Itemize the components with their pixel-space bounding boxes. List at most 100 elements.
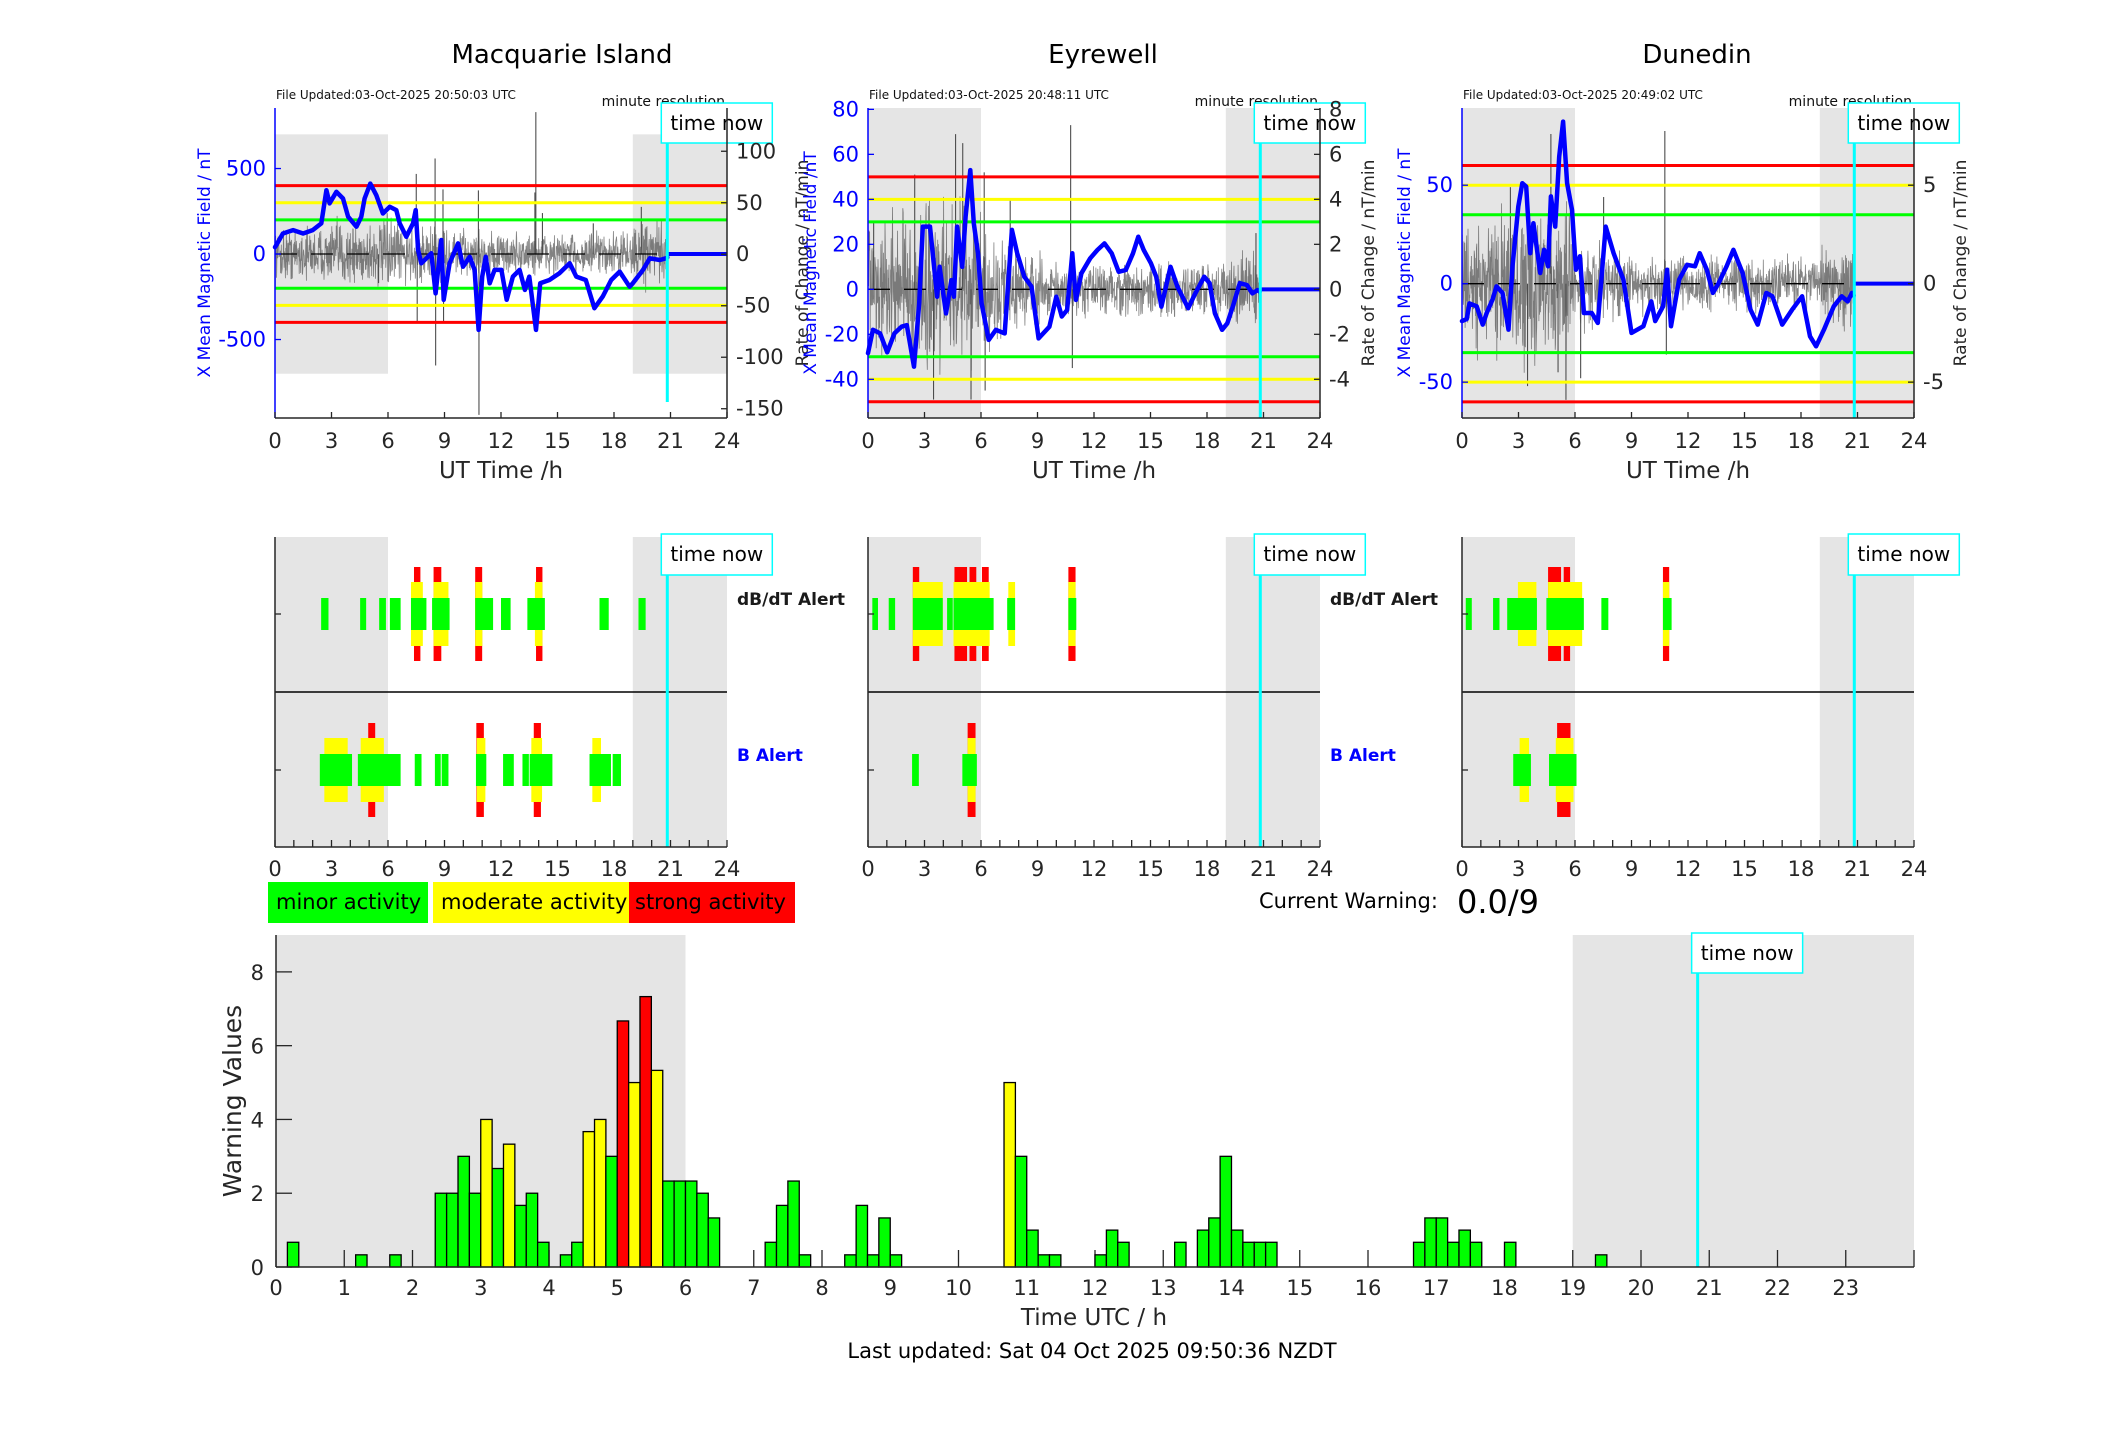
alert-bar-green bbox=[1007, 598, 1016, 630]
warning-bar bbox=[1412, 1241, 1426, 1268]
x-tick-label: 6 bbox=[679, 1276, 692, 1300]
station-title: Macquarie Island bbox=[451, 40, 672, 70]
alert-bar-green bbox=[357, 754, 401, 786]
x-tick-label: 6 bbox=[974, 429, 987, 453]
file-updated-text: File Updated:03-Oct-2025 20:48:11 UTC bbox=[869, 88, 1109, 102]
left-y-tick-label: 40 bbox=[832, 187, 859, 211]
alert-bar-green bbox=[529, 754, 553, 786]
alert-bar-green bbox=[1662, 598, 1672, 630]
dbdt-alert-label: dB/dT Alert bbox=[737, 590, 845, 610]
warning-bar bbox=[389, 1254, 402, 1268]
warning-bar bbox=[707, 1217, 721, 1268]
night-shading bbox=[1572, 935, 1914, 1267]
x-tick-label: 19 bbox=[1559, 1276, 1586, 1300]
x-tick-label: 15 bbox=[1286, 1276, 1313, 1300]
warning-bar bbox=[1173, 1241, 1187, 1268]
x-tick-label: 21 bbox=[1250, 857, 1277, 881]
x-tick-label: 6 bbox=[381, 429, 394, 453]
x-tick-label: 21 bbox=[657, 429, 684, 453]
right-y-tick-label: -100 bbox=[736, 345, 784, 369]
x-tick-label: 10 bbox=[945, 1276, 972, 1300]
warning-bar bbox=[559, 1254, 573, 1268]
warning-bar bbox=[514, 1204, 527, 1268]
rate-of-change-trace bbox=[867, 196, 1261, 375]
alert-bar-green bbox=[962, 754, 977, 786]
time-now-box bbox=[1847, 102, 1961, 144]
x-tick-label: 3 bbox=[325, 429, 338, 453]
warning-bar bbox=[662, 1180, 675, 1268]
left-y-tick-label: -20 bbox=[825, 322, 859, 346]
dbdt-alert-label: dB/dT Alert bbox=[1330, 590, 1438, 610]
x-tick-label: 6 bbox=[974, 857, 987, 881]
alert-bar-green bbox=[527, 598, 545, 630]
x-tick-label: 0 bbox=[268, 429, 281, 453]
warning-bar bbox=[684, 1180, 698, 1268]
x-tick-label: 18 bbox=[1491, 1276, 1518, 1300]
time-now-box bbox=[1253, 533, 1367, 576]
b-alert-label: B Alert bbox=[737, 746, 803, 766]
x-tick-label: 3 bbox=[325, 857, 338, 881]
right-y-tick-label: -5 bbox=[1923, 370, 1944, 394]
x-tick-label: 9 bbox=[438, 857, 451, 881]
warning-bar bbox=[844, 1254, 857, 1268]
x-tick-label: 22 bbox=[1764, 1276, 1791, 1300]
y-tick-label: 4 bbox=[251, 1108, 264, 1132]
alert-bar-green bbox=[1465, 598, 1472, 630]
warning-bar bbox=[1037, 1254, 1051, 1268]
warning-bar bbox=[1458, 1229, 1472, 1268]
warning-chart-text: Warning Values Time UTC / h Last updated… bbox=[218, 1005, 1337, 1363]
alert-bar-green bbox=[1513, 754, 1531, 786]
x-tick-label: 3 bbox=[918, 429, 931, 453]
current-warning-label: Current Warning: bbox=[1259, 889, 1438, 913]
x-tick-label: 15 bbox=[1731, 429, 1758, 453]
x-tick-label: 20 bbox=[1628, 1276, 1655, 1300]
right-y-tick-label: 4 bbox=[1329, 187, 1342, 211]
time-now-label: time now bbox=[670, 111, 763, 135]
legend-label-moderate: moderate activity bbox=[441, 890, 627, 914]
warning-bar bbox=[1105, 1229, 1119, 1268]
warning-bar bbox=[798, 1254, 812, 1268]
x-tick-label: 6 bbox=[381, 857, 394, 881]
alert-bar-green bbox=[638, 598, 646, 630]
warning-bar bbox=[1196, 1229, 1210, 1268]
right-y-tick-label: 6 bbox=[1329, 142, 1342, 166]
alert-bar-green bbox=[501, 598, 511, 630]
warning-bar bbox=[1469, 1241, 1483, 1268]
x-tick-label: 15 bbox=[544, 429, 571, 453]
file-updated-text: File Updated:03-Oct-2025 20:49:02 UTC bbox=[1463, 88, 1703, 102]
right-y-tick-label: 0 bbox=[1329, 277, 1342, 301]
alert-bar-green bbox=[475, 754, 487, 786]
legend-swatch-strong bbox=[629, 882, 795, 923]
warning-bar bbox=[787, 1180, 800, 1268]
time-now-label: time now bbox=[670, 542, 763, 566]
alert-bar-green bbox=[888, 598, 896, 630]
alert-bar-green bbox=[321, 598, 329, 630]
warning-bar bbox=[1014, 1155, 1028, 1268]
alert-bar-green bbox=[410, 598, 427, 630]
warning-bar bbox=[434, 1192, 448, 1268]
warning-bar bbox=[468, 1192, 482, 1268]
x-tick-label: 3 bbox=[474, 1276, 487, 1300]
legend-label-minor: minor activity bbox=[276, 890, 421, 914]
x-tick-label: 0 bbox=[268, 857, 281, 881]
alert-bar-green bbox=[434, 754, 441, 786]
alert-bar-green bbox=[872, 598, 878, 630]
warning-bar bbox=[627, 1081, 641, 1268]
warning-bar bbox=[1435, 1217, 1449, 1268]
alert-bar-green bbox=[475, 598, 494, 630]
time-now-box bbox=[1690, 932, 1804, 974]
x-tick-label: 12 bbox=[488, 857, 515, 881]
x-tick-label: 18 bbox=[1194, 429, 1221, 453]
warning-bar bbox=[525, 1192, 539, 1268]
x-tick-label: 15 bbox=[1137, 429, 1164, 453]
warning-bar bbox=[855, 1204, 869, 1268]
x-axis-label: UT Time /h bbox=[1626, 458, 1750, 484]
warning-bar bbox=[1446, 1241, 1460, 1268]
x-tick-label: 24 bbox=[1901, 857, 1928, 881]
warning-bar bbox=[286, 1241, 300, 1268]
alert-bar-green bbox=[1507, 598, 1537, 630]
alert-bar-green bbox=[912, 598, 943, 630]
